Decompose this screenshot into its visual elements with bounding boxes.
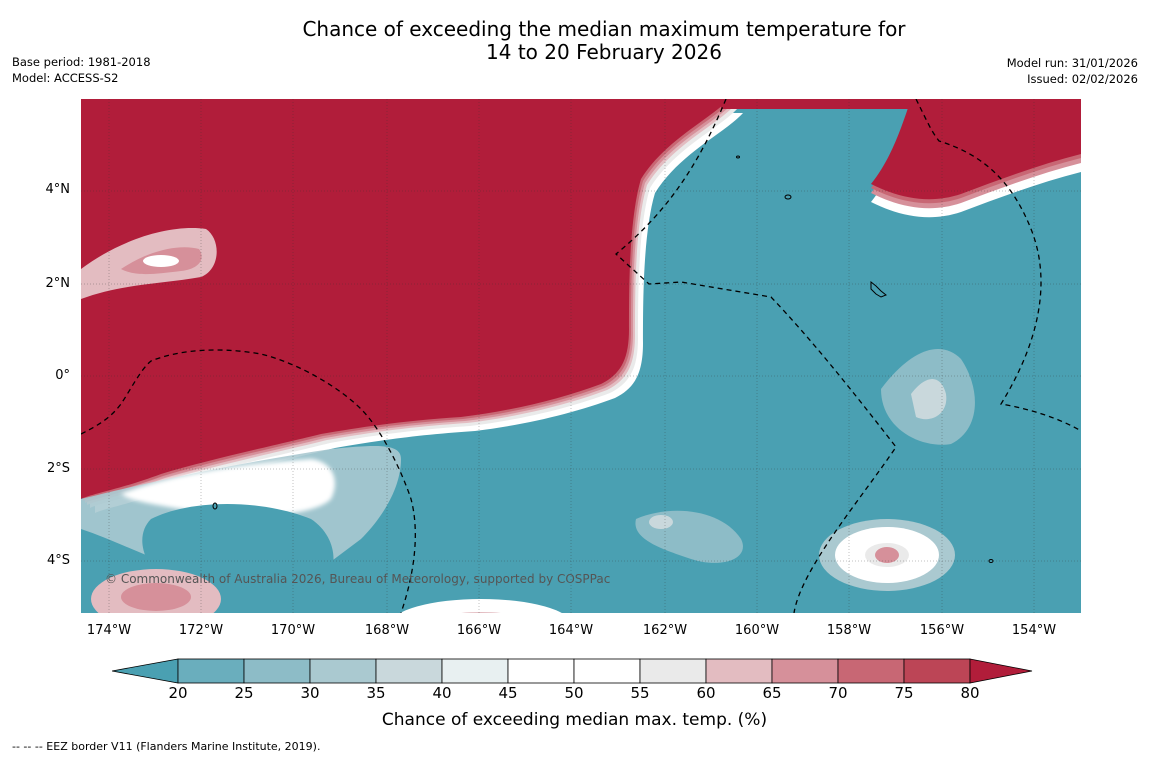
cbar-extend-low	[112, 658, 179, 684]
cbar-tick: 45	[498, 684, 518, 702]
lon-label-168w: 168°W	[364, 623, 410, 638]
lon-label-164w: 164°W	[548, 623, 594, 638]
cbar-segment	[903, 658, 971, 684]
lon-label-174w: 174°W	[86, 623, 132, 638]
meta-right: Model run: 31/01/2026 Issued: 02/02/2026	[1007, 55, 1138, 87]
cbar-tick: 70	[828, 684, 848, 702]
cbar-segment	[177, 658, 245, 684]
lon-label-166w: 166°W	[456, 623, 502, 638]
lat-label-4s: 4°S	[46, 553, 70, 568]
eez-legend: -- -- -- EEZ border V11 (Flanders Marine…	[12, 740, 321, 753]
title-line-1: Chance of exceeding the median maximum t…	[302, 17, 906, 41]
light-patch-east	[881, 349, 975, 445]
cbar-tick: 55	[630, 684, 650, 702]
eez-border	[81, 99, 1081, 613]
cbar-segment	[375, 658, 443, 684]
warm-anomaly-region	[81, 99, 1081, 513]
light-patch-mid	[635, 510, 743, 563]
cbar-segment	[639, 658, 707, 684]
issued-date: Issued: 02/02/2026	[1027, 72, 1138, 86]
cbar-extend-high	[969, 658, 1033, 684]
forecast-map	[81, 99, 1081, 613]
cbar-tick: 20	[168, 684, 188, 702]
cbar-tick: 65	[762, 684, 782, 702]
lon-label-160w: 160°W	[734, 623, 780, 638]
lon-label-156w: 156°W	[919, 623, 965, 638]
cbar-segment	[771, 658, 839, 684]
colorbar-label: Chance of exceeding median max. temp. (%…	[381, 710, 768, 730]
warm-patch-bottom	[400, 599, 562, 613]
lat-label-2n: 2°N	[45, 276, 71, 291]
cbar-segment	[309, 658, 377, 684]
cbar-tick: 40	[432, 684, 452, 702]
warm-patch-sw	[91, 569, 221, 613]
cbar-tick: 50	[564, 684, 584, 702]
lat-label-4n: 4°N	[45, 182, 71, 197]
lat-label-0: 0°	[55, 368, 70, 383]
cbar-tick: 35	[366, 684, 386, 702]
cbar-tick: 80	[960, 684, 980, 702]
colorbar	[112, 658, 1033, 684]
cbar-segment	[441, 658, 509, 684]
cbar-segment	[705, 658, 773, 684]
islands	[212, 155, 994, 563]
base-period: Base period: 1981-2018	[12, 55, 151, 69]
map-title: Chance of exceeding the median maximum t…	[180, 18, 1028, 64]
model-run: Model run: 31/01/2026	[1006, 56, 1138, 70]
cbar-tick: 60	[696, 684, 716, 702]
lon-label-170w: 170°W	[270, 623, 316, 638]
warm-spot-se	[819, 519, 955, 591]
warm-patch-nw	[81, 228, 217, 299]
lon-label-162w: 162°W	[642, 623, 688, 638]
lat-label-2s: 2°S	[46, 461, 70, 476]
lon-label-172w: 172°W	[178, 623, 224, 638]
cbar-tick: 25	[234, 684, 254, 702]
title-line-2: 14 to 20 February 2026	[486, 40, 722, 64]
meta-left: Base period: 1981-2018 Model: ACCESS-S2	[12, 54, 151, 86]
lon-label-154w: 154°W	[1011, 623, 1057, 638]
lon-label-158w: 158°W	[826, 623, 872, 638]
cbar-tick: 75	[894, 684, 914, 702]
model-name: Model: ACCESS-S2	[12, 71, 119, 85]
cbar-segment	[243, 658, 311, 684]
cbar-segment	[837, 658, 905, 684]
cbar-tick: 30	[300, 684, 320, 702]
cbar-segment	[573, 658, 641, 684]
cbar-segment	[507, 658, 575, 684]
copyright-notice: © Commonwealth of Australia 2026, Bureau…	[105, 572, 611, 586]
